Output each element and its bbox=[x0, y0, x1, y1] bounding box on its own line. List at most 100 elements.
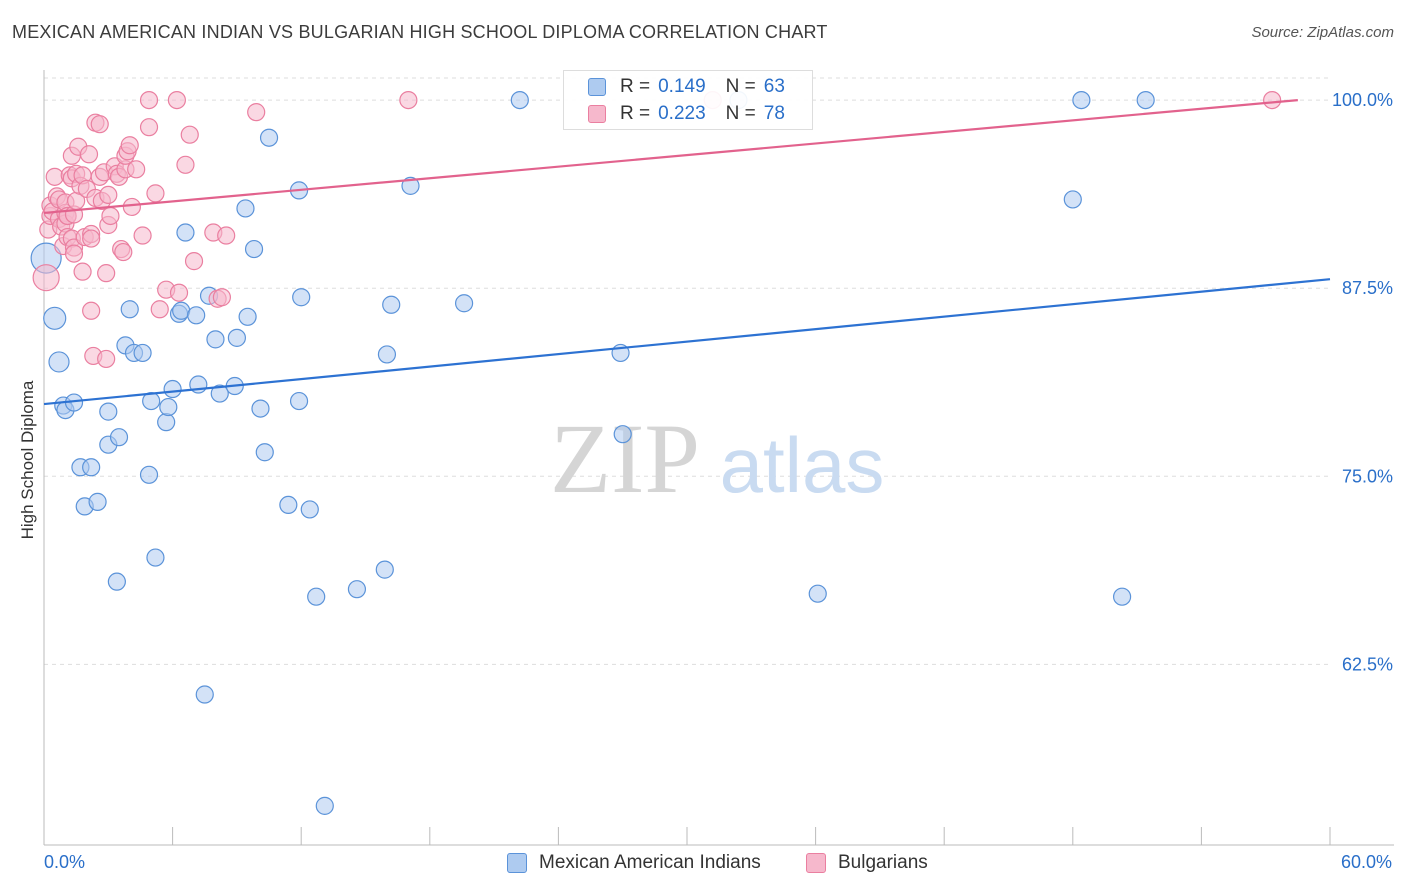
legend-item-bulgarians[interactable]: Bulgarians bbox=[806, 852, 928, 874]
point-mexican-american-indians bbox=[88, 492, 107, 511]
legend-swatch-pink bbox=[588, 105, 606, 123]
point-bulgarians bbox=[101, 206, 120, 226]
point-mexican-american-indians bbox=[613, 425, 632, 444]
point-mexican-american-indians bbox=[227, 328, 246, 347]
legend-n-label: N = bbox=[725, 103, 756, 124]
point-mexican-american-indians bbox=[99, 402, 118, 421]
point-mexican-american-indians bbox=[300, 500, 319, 519]
legend-item-mexican-american-indians[interactable]: Mexican American Indians bbox=[507, 852, 761, 874]
y-tick-labels: 62.5% 75.0% 87.5% 100.0% bbox=[1332, 90, 1393, 674]
legend-row-mexican-american-indians: R = 0.149 N = 63 bbox=[588, 74, 785, 100]
point-mexican-american-indians bbox=[159, 397, 178, 417]
point-mexican-american-indians bbox=[187, 306, 206, 325]
watermark: ZIP atlas bbox=[550, 403, 884, 514]
point-mexican-american-indians bbox=[377, 345, 397, 364]
point-mexican-american-indians bbox=[120, 300, 139, 319]
point-bulgarians bbox=[97, 264, 116, 283]
point-bulgarians bbox=[82, 301, 101, 320]
legend-r-label: R = bbox=[620, 103, 651, 124]
y-tick-label: 100.0% bbox=[1332, 90, 1393, 110]
point-mexican-american-indians bbox=[107, 572, 126, 591]
point-mexican-american-indians bbox=[259, 128, 279, 147]
legend-swatch-blue bbox=[507, 853, 527, 873]
legend-row-bulgarians: R = 0.223 N = 78 bbox=[588, 101, 785, 127]
point-bulgarians bbox=[146, 184, 165, 203]
point-bulgarians bbox=[79, 145, 99, 164]
point-bulgarians bbox=[99, 185, 118, 205]
point-mexican-american-indians bbox=[82, 458, 101, 477]
point-bulgarians bbox=[139, 118, 159, 137]
y-tick-label: 87.5% bbox=[1342, 278, 1393, 298]
point-bulgarians bbox=[114, 242, 133, 262]
point-mexican-american-indians bbox=[139, 465, 159, 484]
point-mexican-american-indians bbox=[307, 587, 326, 606]
watermark-zip: ZIP bbox=[550, 403, 700, 514]
point-mexican-american-indians bbox=[454, 294, 474, 313]
point-mexican-american-indians bbox=[255, 443, 274, 462]
point-mexican-american-indians bbox=[48, 351, 70, 373]
point-bulgarians bbox=[180, 125, 199, 144]
point-bulgarians bbox=[169, 283, 189, 302]
stats-legend: R = 0.149 N = 63 R = 0.223 N = 78 bbox=[563, 70, 813, 130]
point-mexican-american-indians bbox=[382, 295, 401, 314]
point-mexican-american-indians bbox=[401, 176, 420, 195]
point-bulgarians bbox=[212, 288, 231, 307]
trend-lines bbox=[43, 99, 1331, 406]
point-bulgarians bbox=[122, 197, 141, 217]
point-mexican-american-indians bbox=[315, 796, 334, 815]
point-bulgarians bbox=[139, 90, 159, 110]
y-tick-label: 62.5% bbox=[1342, 654, 1393, 674]
point-bulgarians bbox=[150, 300, 169, 319]
point-bulgarians bbox=[247, 103, 266, 122]
legend-n-label: N = bbox=[725, 76, 756, 97]
legend-r-value: 0.223 bbox=[658, 103, 706, 124]
point-mexican-american-indians bbox=[206, 330, 225, 349]
point-mexican-american-indians bbox=[133, 343, 152, 363]
point-mexican-american-indians bbox=[163, 379, 182, 399]
legend-swatch-blue bbox=[588, 78, 606, 96]
x-tick-label-max: 60.0% bbox=[1340, 852, 1392, 872]
point-mexican-american-indians bbox=[510, 90, 529, 110]
legend-n-value: 78 bbox=[763, 103, 785, 124]
point-mexican-american-indians bbox=[375, 560, 394, 579]
point-bulgarians bbox=[184, 252, 204, 271]
source-credit: Source: ZipAtlas.com bbox=[1251, 24, 1394, 41]
trend-line-bulgarians bbox=[43, 99, 1298, 215]
legend-r-label: R = bbox=[620, 76, 651, 97]
point-mexican-american-indians bbox=[251, 399, 270, 418]
legend-r-value: 0.149 bbox=[658, 76, 706, 97]
point-bulgarians bbox=[82, 229, 101, 248]
point-mexican-american-indians bbox=[109, 428, 129, 447]
point-mexican-american-indians bbox=[1072, 90, 1091, 110]
point-bulgarians bbox=[176, 155, 195, 174]
trend-line-mexican-american-indians bbox=[43, 278, 1331, 406]
x-tick-label-min: 0.0% bbox=[44, 852, 86, 872]
point-bulgarians bbox=[45, 167, 64, 186]
point-mexican-american-indians bbox=[157, 413, 176, 432]
point-bulgarians bbox=[73, 262, 92, 281]
point-mexican-american-indians bbox=[808, 584, 827, 603]
point-bulgarians bbox=[32, 264, 60, 292]
point-bulgarians bbox=[97, 349, 116, 369]
chart-title: MEXICAN AMERICAN INDIAN VS BULGARIAN HIG… bbox=[12, 22, 828, 42]
point-mexican-american-indians bbox=[292, 288, 311, 307]
point-mexican-american-indians bbox=[1136, 90, 1155, 110]
point-mexican-american-indians bbox=[146, 548, 165, 567]
point-bulgarians bbox=[399, 90, 418, 110]
data-points bbox=[30, 90, 1282, 815]
y-tick-label: 75.0% bbox=[1342, 466, 1393, 486]
legend-label: Mexican American Indians bbox=[539, 852, 761, 873]
point-bulgarians bbox=[133, 226, 152, 245]
point-mexican-american-indians bbox=[43, 306, 67, 330]
series-legend: Mexican American Indians Bulgarians bbox=[0, 852, 1406, 878]
point-mexican-american-indians bbox=[244, 239, 264, 259]
point-mexican-american-indians bbox=[238, 307, 257, 326]
point-mexican-american-indians bbox=[1063, 190, 1082, 209]
legend-swatch-pink bbox=[806, 853, 826, 873]
point-bulgarians bbox=[127, 160, 146, 179]
watermark-atlas: atlas bbox=[720, 421, 885, 509]
grid-lines bbox=[44, 77, 1330, 665]
point-mexican-american-indians bbox=[195, 685, 214, 704]
point-bulgarians bbox=[120, 136, 139, 155]
point-mexican-american-indians bbox=[279, 495, 298, 515]
